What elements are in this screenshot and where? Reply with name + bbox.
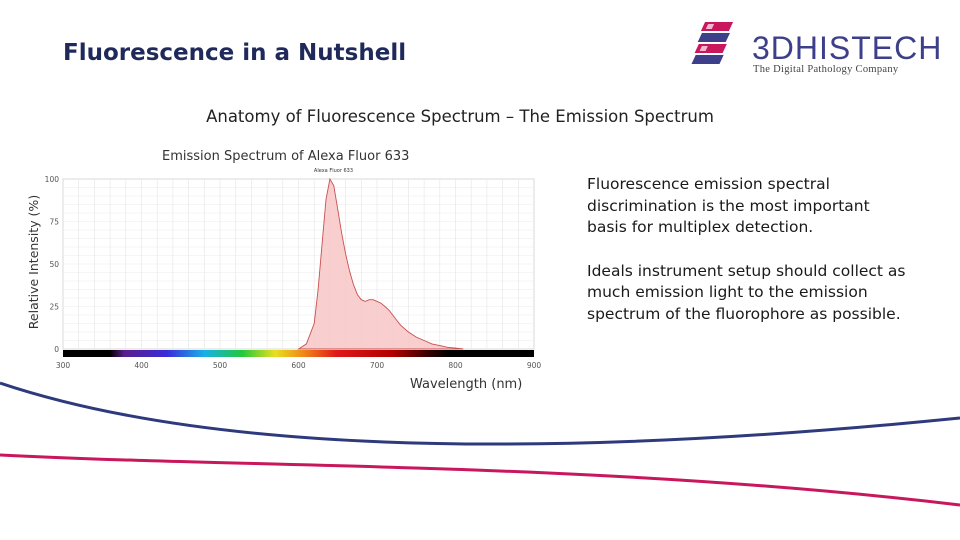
x-tick-label: 700 [370, 361, 385, 370]
x-tick-label: 900 [527, 361, 542, 370]
slide-subtitle: Anatomy of Fluorescence Spectrum – The E… [206, 107, 714, 126]
3dhistech-slides-icon [691, 22, 734, 64]
y-tick-label: 0 [54, 345, 59, 354]
x-tick-label: 800 [448, 361, 463, 370]
y-tick-label: 75 [49, 218, 59, 227]
tick-labels: 300 400 500 600 700 800 900 0 25 50 75 100 [45, 175, 542, 370]
x-tick-label: 600 [291, 361, 306, 370]
spectrum-gradient [63, 350, 534, 357]
logo-name: 3DHISTECH [752, 30, 943, 66]
y-axis-label: Relative Intensity (%) [26, 195, 41, 329]
slide-title: Fluorescence in a Nutshell [63, 40, 407, 66]
chart-title: Emission Spectrum of Alexa Fluor 633 [162, 149, 410, 164]
swoosh-pink-line [0, 453, 960, 507]
x-tick-label: 300 [56, 361, 71, 370]
company-logo: 3DHISTECH The Digital Pathology Company [686, 20, 946, 80]
x-tick-label: 400 [134, 361, 149, 370]
grid-lines [62, 178, 535, 350]
paragraph-multiplex: Fluorescence emission spectral discrimin… [587, 175, 870, 236]
x-tick-label: 500 [213, 361, 228, 370]
y-tick-label: 25 [49, 303, 59, 312]
peak-label: Alexa Fluor 633 [314, 168, 353, 174]
body-text: Fluorescence emission spectral discrimin… [587, 174, 907, 347]
emission-area [296, 177, 464, 350]
y-tick-label: 50 [49, 260, 59, 269]
decorative-swoosh [0, 381, 960, 507]
emission-curve [296, 177, 464, 350]
y-tick-label: 100 [45, 175, 60, 184]
swoosh-blue-line [0, 381, 960, 446]
logo-tagline: The Digital Pathology Company [753, 64, 899, 75]
visible-spectrum-bar [63, 350, 534, 357]
emission-chart: Relative Intensity (%) 300 400 500 600 700 80… [26, 168, 542, 370]
x-axis-label: Wavelength (nm) [410, 377, 523, 392]
paragraph-instrument-setup: Ideals instrument setup should collect a… [587, 261, 906, 323]
